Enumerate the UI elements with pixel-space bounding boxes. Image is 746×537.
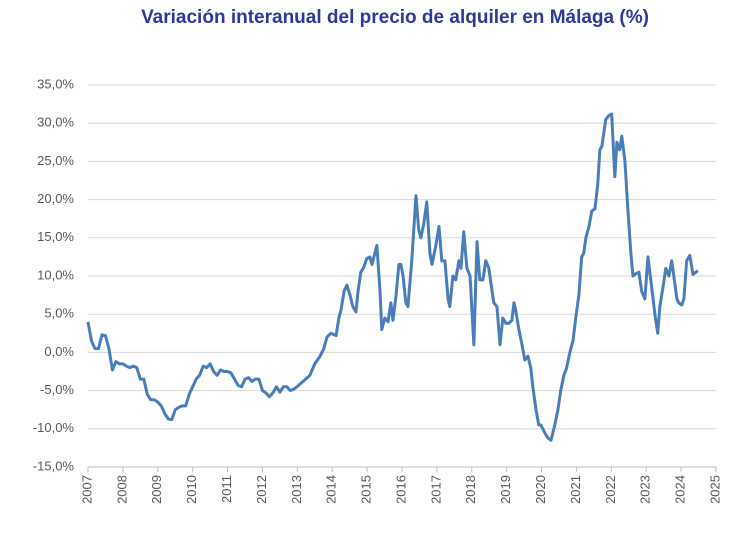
x-tick-label: 2019 bbox=[498, 475, 513, 504]
x-tick-label: 2013 bbox=[289, 475, 304, 504]
y-tick-label: 15,0% bbox=[37, 229, 74, 244]
y-tick-label: 25,0% bbox=[37, 153, 74, 168]
x-tick-label: 2022 bbox=[603, 475, 618, 504]
y-tick-label: 35,0% bbox=[37, 76, 74, 91]
x-tick-label: 2017 bbox=[428, 475, 443, 504]
chart-title: Variación interanual del precio de alqui… bbox=[141, 7, 649, 28]
x-tick-label: 2011 bbox=[219, 475, 234, 503]
x-tick-label: 2012 bbox=[254, 475, 269, 504]
y-tick-label: -10,0% bbox=[33, 420, 75, 435]
line-series bbox=[86, 112, 699, 442]
x-tick-label: 2016 bbox=[393, 475, 408, 504]
x-tick-label: 2023 bbox=[638, 475, 653, 504]
x-tick-label: 2024 bbox=[673, 475, 688, 504]
y-tick-label: 20,0% bbox=[37, 191, 74, 206]
y-tick-label: 30,0% bbox=[37, 115, 74, 130]
x-tick-label: 2010 bbox=[184, 475, 199, 504]
x-tick-label: 2025 bbox=[707, 475, 722, 504]
x-tick-label: 2014 bbox=[324, 475, 339, 504]
x-tick-label: 2009 bbox=[149, 475, 164, 504]
y-tick-label: 10,0% bbox=[37, 267, 74, 282]
y-tick-label: 5,0% bbox=[44, 306, 74, 321]
x-tick-label: 2020 bbox=[533, 475, 548, 504]
x-tick-label: 2015 bbox=[359, 475, 374, 504]
y-tick-label: -5,0% bbox=[40, 382, 74, 397]
x-tick-label: 2008 bbox=[114, 475, 129, 504]
y-tick-label: -15,0% bbox=[33, 458, 75, 473]
x-tick-label: 2021 bbox=[568, 475, 583, 504]
x-tick-label: 2007 bbox=[79, 475, 94, 504]
x-tick-label: 2018 bbox=[463, 475, 478, 504]
y-tick-label: 0,0% bbox=[44, 344, 74, 359]
